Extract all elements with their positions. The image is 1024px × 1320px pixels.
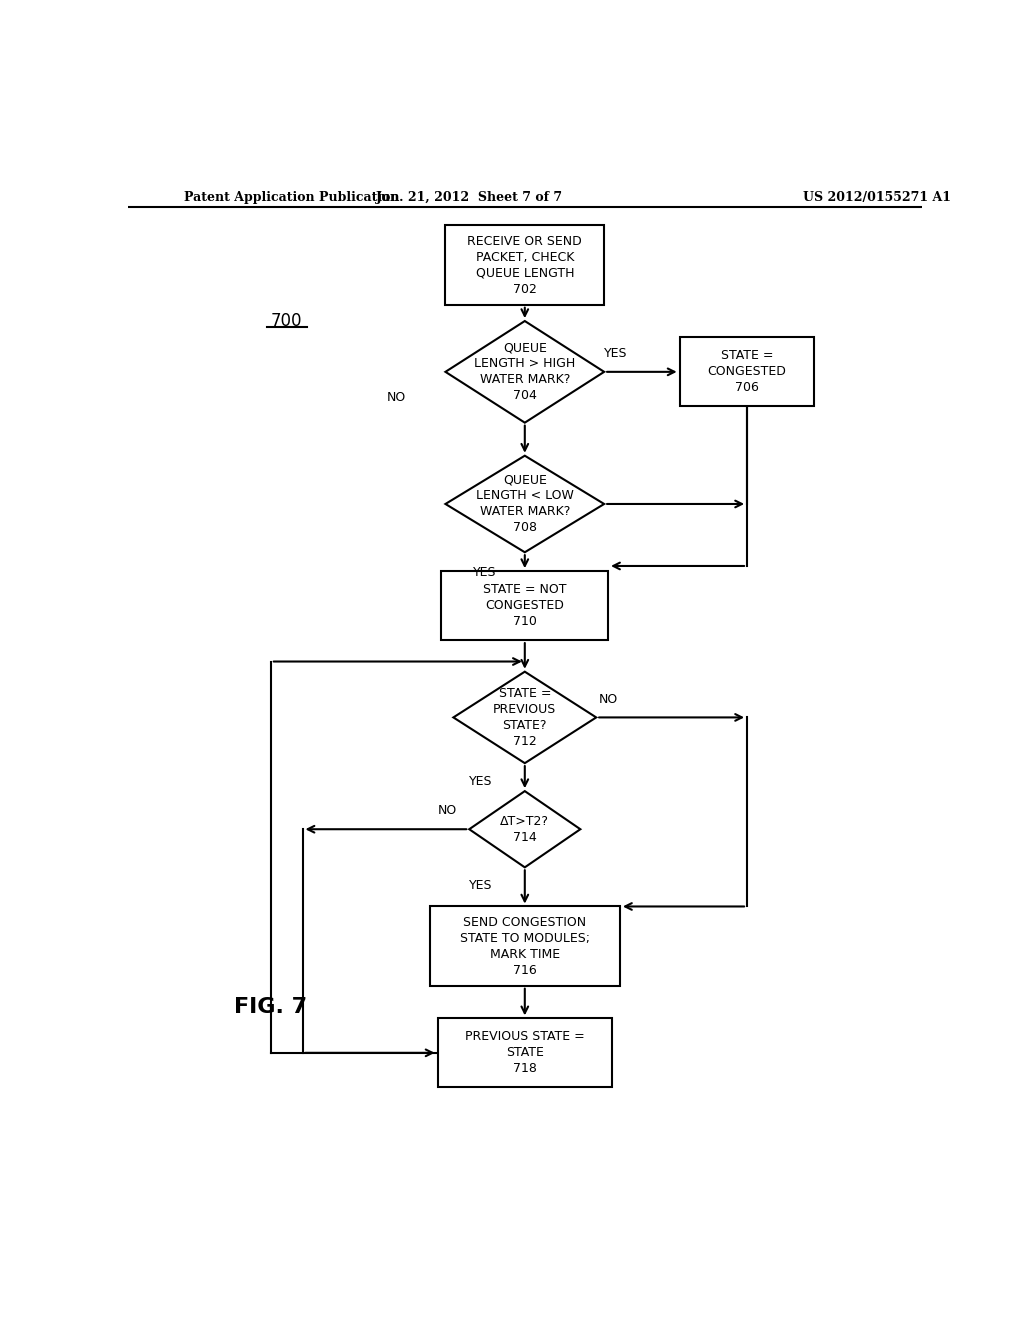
Polygon shape [454, 672, 596, 763]
Text: STATE = NOT
CONGESTED
710: STATE = NOT CONGESTED 710 [483, 583, 566, 628]
Text: YES: YES [469, 879, 493, 892]
Text: NO: NO [386, 391, 406, 404]
FancyBboxPatch shape [445, 226, 604, 305]
Text: SEND CONGESTION
STATE TO MODULES;
MARK TIME
716: SEND CONGESTION STATE TO MODULES; MARK T… [460, 916, 590, 977]
Text: FIG. 7: FIG. 7 [234, 997, 307, 1018]
FancyBboxPatch shape [437, 1018, 612, 1088]
Text: NO: NO [598, 693, 617, 706]
Text: YES: YES [473, 566, 497, 579]
FancyBboxPatch shape [441, 572, 608, 640]
Polygon shape [445, 321, 604, 422]
Text: 700: 700 [271, 312, 302, 330]
FancyBboxPatch shape [430, 907, 620, 986]
Text: YES: YES [604, 347, 628, 360]
Text: NO: NO [438, 804, 458, 817]
Text: QUEUE
LENGTH < LOW
WATER MARK?
708: QUEUE LENGTH < LOW WATER MARK? 708 [476, 474, 573, 535]
Text: QUEUE
LENGTH > HIGH
WATER MARK?
704: QUEUE LENGTH > HIGH WATER MARK? 704 [474, 342, 575, 403]
Text: US 2012/0155271 A1: US 2012/0155271 A1 [803, 191, 950, 203]
FancyBboxPatch shape [680, 338, 814, 407]
Text: RECEIVE OR SEND
PACKET, CHECK
QUEUE LENGTH
702: RECEIVE OR SEND PACKET, CHECK QUEUE LENG… [467, 235, 583, 296]
Text: ΔT>T2?
714: ΔT>T2? 714 [501, 814, 549, 843]
Text: PREVIOUS STATE =
STATE
718: PREVIOUS STATE = STATE 718 [465, 1031, 585, 1076]
Text: YES: YES [469, 775, 493, 788]
Text: STATE =
PREVIOUS
STATE?
712: STATE = PREVIOUS STATE? 712 [494, 686, 556, 748]
Text: Jun. 21, 2012  Sheet 7 of 7: Jun. 21, 2012 Sheet 7 of 7 [376, 191, 563, 203]
Text: STATE =
CONGESTED
706: STATE = CONGESTED 706 [708, 350, 786, 395]
Text: Patent Application Publication: Patent Application Publication [183, 191, 399, 203]
Polygon shape [469, 791, 581, 867]
Polygon shape [445, 455, 604, 552]
